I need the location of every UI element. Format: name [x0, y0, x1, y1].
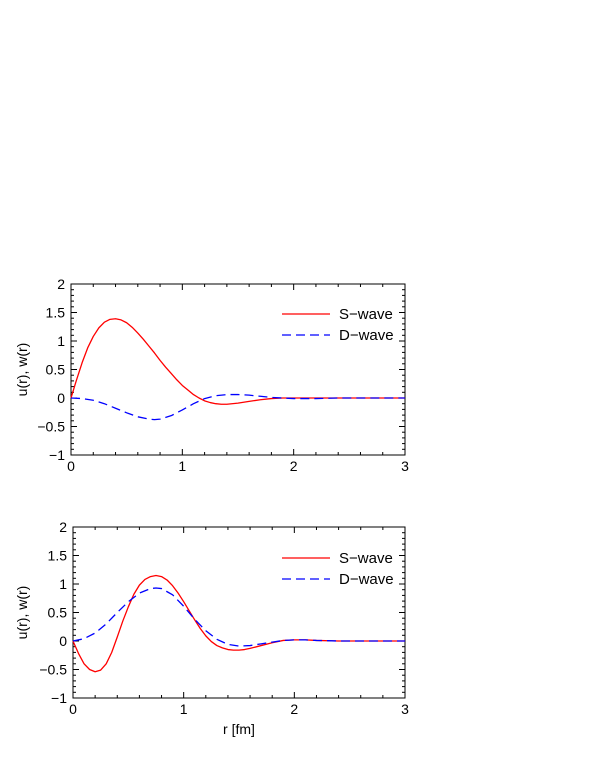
y-tick-label: −0.5	[37, 419, 65, 435]
x-tick-label: 2	[290, 458, 298, 474]
legend-label-d-wave: D−wave	[339, 327, 394, 344]
y-tick-label: −1	[49, 447, 65, 463]
y-tick-label: 0.5	[48, 605, 68, 621]
series-line-d-wave	[70, 393, 405, 421]
legend-label-d-wave: D−wave	[339, 571, 394, 588]
y-tick-label: −0.5	[39, 662, 67, 678]
chart-panel-bottom: 0 1 2 3 −1 −0.5 0 0.5 1 1.5 2 u(r), w(r) r [fm] S−…	[14, 519, 409, 737]
y-tick-label: 1.5	[48, 548, 68, 564]
tick-marks	[72, 526, 406, 699]
y-tick-label: 0	[57, 390, 65, 406]
series-line-s-wave	[72, 574, 405, 673]
x-tick-label: 3	[401, 701, 409, 717]
tick-labels: 0 1 2 3 −1 −0.5 0 0.5 1 1.5 2	[39, 519, 409, 717]
y-tick-label: 1	[57, 333, 65, 349]
series-curves	[70, 318, 405, 421]
y-tick-label: 2	[57, 276, 65, 292]
legend: S−wave D−wave	[282, 550, 394, 588]
x-axis-label: r [fm]	[223, 721, 255, 737]
x-tick-label: 1	[180, 701, 188, 717]
y-tick-label: 0	[59, 633, 67, 649]
y-axis-label: u(r), w(r)	[14, 343, 30, 397]
x-tick-label: 0	[69, 701, 77, 717]
x-tick-label: 2	[290, 701, 298, 717]
y-tick-label: 1	[59, 576, 67, 592]
y-tick-label: 2	[59, 519, 67, 535]
y-tick-label: 1.5	[46, 305, 66, 321]
x-tick-label: 1	[178, 458, 186, 474]
series-curves	[72, 574, 405, 673]
y-axis-label: u(r), w(r)	[14, 586, 30, 640]
tick-labels: 0 1 2 3 −1 −0.5 0 0.5 1 1.5 2	[37, 276, 409, 474]
legend: S−wave D−wave	[282, 306, 394, 344]
y-tick-label: 0.5	[46, 362, 66, 378]
chart-panel-top: 0 1 2 3 −1 −0.5 0 0.5 1 1.5 2 u(r), w(r) S−wave D−…	[14, 276, 409, 474]
series-line-d-wave	[72, 587, 405, 647]
y-tick-label: −1	[51, 690, 67, 706]
legend-label-s-wave: S−wave	[339, 306, 393, 323]
legend-label-s-wave: S−wave	[339, 550, 393, 567]
x-tick-label: 0	[67, 458, 75, 474]
x-tick-label: 3	[401, 458, 409, 474]
